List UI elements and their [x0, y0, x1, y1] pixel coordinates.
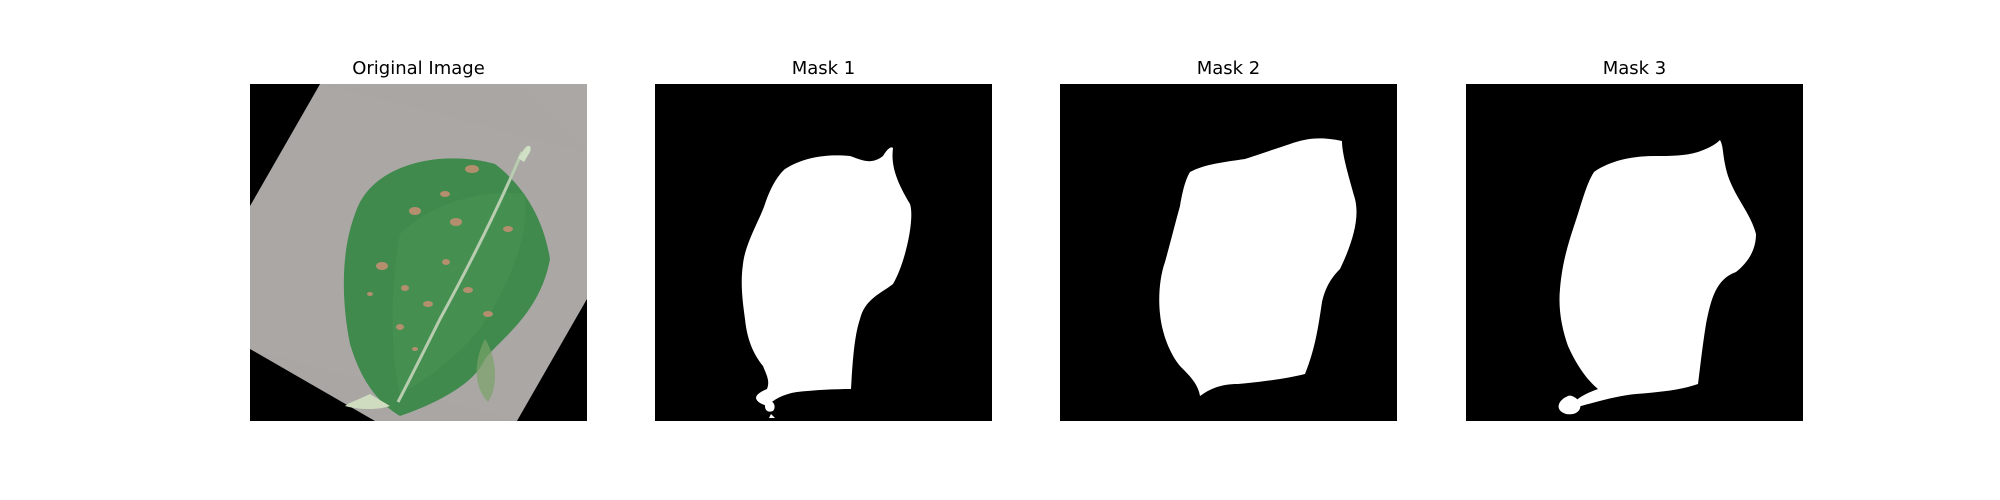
mask-3-image	[1466, 84, 1803, 421]
figure-panel-original: Original Image	[250, 0, 587, 500]
figure-panel-mask-3: Mask 3	[1466, 0, 1803, 500]
mask-3-shape	[1466, 84, 1803, 421]
mask-2-shape	[1060, 84, 1397, 421]
mask-2-image	[1060, 84, 1397, 421]
mask-1-image	[655, 84, 992, 421]
panel-title: Mask 2	[1196, 58, 1261, 79]
figure-panel-mask-2: Mask 2	[1060, 0, 1397, 500]
panel-title: Mask 1	[791, 58, 856, 79]
original-leaf-image	[250, 84, 587, 421]
figure-panel-mask-1: Mask 1	[655, 0, 992, 500]
panel-title: Original Image	[352, 58, 485, 79]
leaf-photo-icon	[250, 84, 587, 421]
mask-1-shape	[655, 84, 992, 421]
panel-title: Mask 3	[1602, 58, 1667, 79]
